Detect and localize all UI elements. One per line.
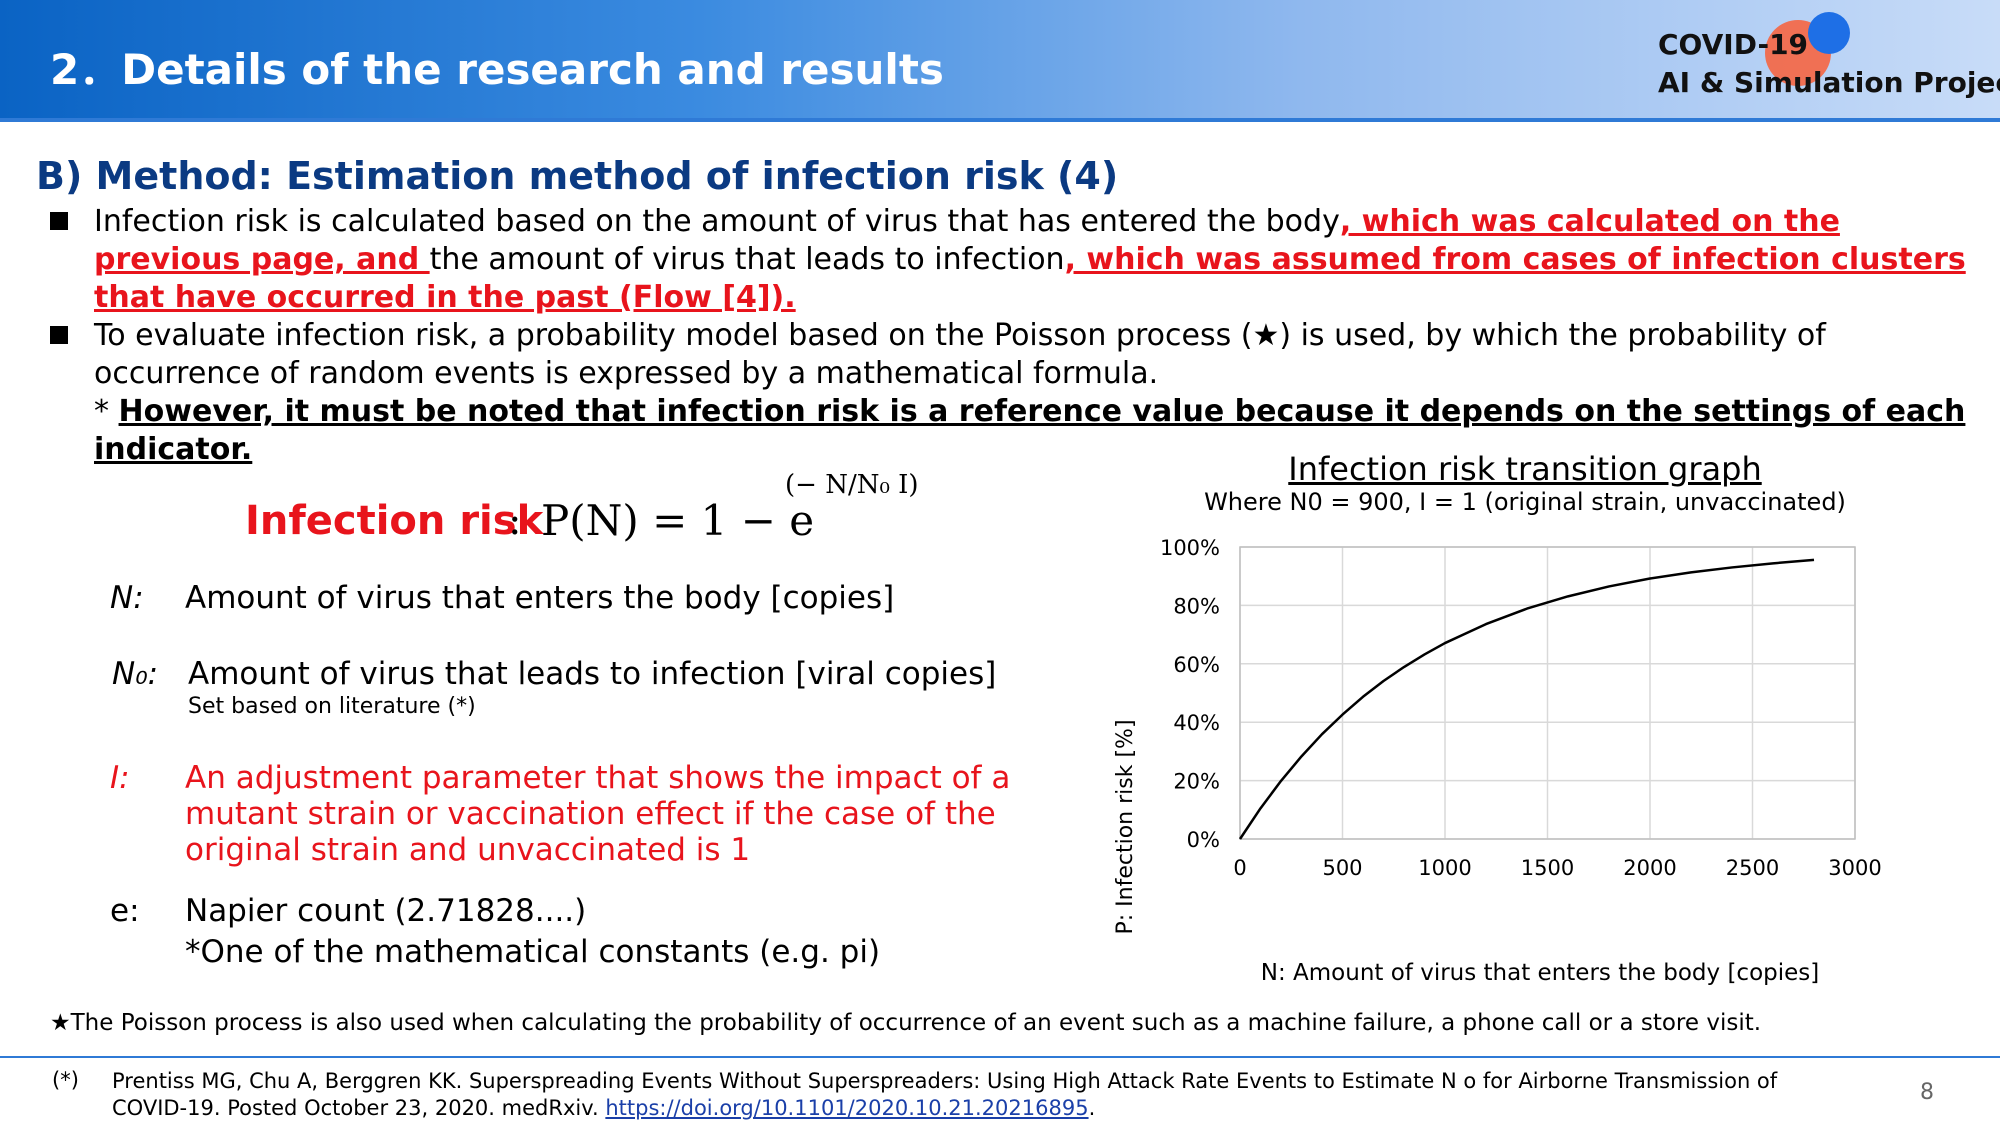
y-axis-title-svg: P: Infection risk [%] <box>1113 719 1138 934</box>
x-tick-label: 2500 <box>1726 856 1779 880</box>
reference-end: . <box>1088 1096 1096 1120</box>
footer-divider <box>0 1056 2000 1058</box>
logo-text-line2: AI & Simulation Project <box>1658 66 2000 99</box>
formula-colon: : <box>508 498 522 544</box>
var-i-symbol: I: <box>110 760 130 796</box>
var-e-symbol: e: <box>110 893 140 929</box>
y-tick-label: 60% <box>1173 653 1220 677</box>
x-tick-label: 0 <box>1233 856 1246 880</box>
square-bullet-icon <box>50 212 68 230</box>
page-title: 2．Details of the research and results <box>50 45 944 94</box>
poisson-footnote: ★The Poisson process is also used when c… <box>50 1010 1762 1036</box>
formula-expression: P(N) = 1 − e <box>541 496 815 545</box>
square-bullet-icon <box>50 326 68 344</box>
page-number: 8 <box>1920 1080 1934 1105</box>
y-axis-title-text: P: Infection risk [%] <box>1113 719 1138 934</box>
logo-text-line1: COVID-19 <box>1658 28 1809 61</box>
note-line: * However, it must be noted that infecti… <box>50 393 1970 469</box>
chart-x-axis-title: N: Amount of virus that enters the body … <box>1260 960 1820 986</box>
bullet-list: Infection risk is calculated based on th… <box>50 203 1970 469</box>
section-heading: B) Method: Estimation method of infectio… <box>36 154 1119 198</box>
bullet-infection-risk-basis: Infection risk is calculated based on th… <box>50 203 1970 317</box>
var-n-symbol: N: <box>110 580 144 616</box>
reference-citation: Prentiss MG, Chu A, Berggren KK. Supersp… <box>112 1069 1778 1120</box>
infection-risk-chart: 0 500 1000 1500 2000 2500 3000 0% 20% 40% 60% 80% 10… <box>1160 536 1882 880</box>
y-tick-label: 80% <box>1173 594 1220 618</box>
reference-link[interactable]: https://doi.org/10.1101/2020.10.21.20216… <box>605 1096 1089 1120</box>
bullet1-text1: Infection risk is calculated based on th… <box>94 204 1340 239</box>
var-n0-description: Amount of virus that leads to infection … <box>188 656 997 692</box>
header-band <box>0 0 2000 118</box>
header-divider <box>0 118 2000 122</box>
var-e-note: *One of the mathematical constants (e.g.… <box>185 934 881 970</box>
x-tick-label: 1500 <box>1521 856 1574 880</box>
var-i-description: An adjustment parameter that shows the i… <box>185 760 1011 868</box>
bullet-poisson-model: To evaluate infection risk, a probabilit… <box>50 317 1970 393</box>
y-tick-label: 0% <box>1187 828 1220 852</box>
bullet1-red-text2: , which was assumed from cases of infect… <box>94 242 1966 315</box>
bullet1-text2: the amount of virus that leads to infect… <box>429 242 1065 277</box>
var-n0-note: Set based on literature (*) <box>188 694 476 719</box>
chart-title: Infection risk transition graph <box>1288 450 1762 488</box>
bullet1-red-text1: , which was calculated on the previous p… <box>94 204 1840 277</box>
note-prefix: * <box>94 394 119 429</box>
y-tick-label: 100% <box>1160 536 1220 560</box>
reference-mark: (*) <box>52 1068 79 1092</box>
formula-label: Infection risk <box>245 498 544 544</box>
note-bold-text: However, it must be noted that infection… <box>94 394 1966 467</box>
logo-blue-circle-icon <box>1808 12 1850 54</box>
plot-area-border <box>1239 546 1856 840</box>
y-tick-label: 40% <box>1173 711 1220 735</box>
y-tick-label: 20% <box>1173 770 1220 794</box>
var-n0-symbol: N₀: <box>112 656 159 692</box>
series-line <box>1238 558 1815 840</box>
x-tick-label: 1000 <box>1418 856 1471 880</box>
x-tick-label: 2000 <box>1623 856 1676 880</box>
x-tick-label: 3000 <box>1828 856 1881 880</box>
chart-y-axis-title: P: Infection risk [%] <box>1110 712 1140 948</box>
chart-subtitle: Where N0 = 900, I = 1 (original strain, … <box>1204 488 1846 516</box>
var-n-description: Amount of virus that enters the body [co… <box>185 580 895 616</box>
bullet2-text: To evaluate infection risk, a probabilit… <box>94 318 1826 391</box>
x-tick-label: 500 <box>1322 856 1362 880</box>
formula-exponent: (− N/N₀ I) <box>785 470 919 500</box>
var-e-description: Napier count (2.71828....) <box>185 893 587 929</box>
reference-text: Prentiss MG, Chu A, Berggren KK. Supersp… <box>112 1068 1812 1122</box>
